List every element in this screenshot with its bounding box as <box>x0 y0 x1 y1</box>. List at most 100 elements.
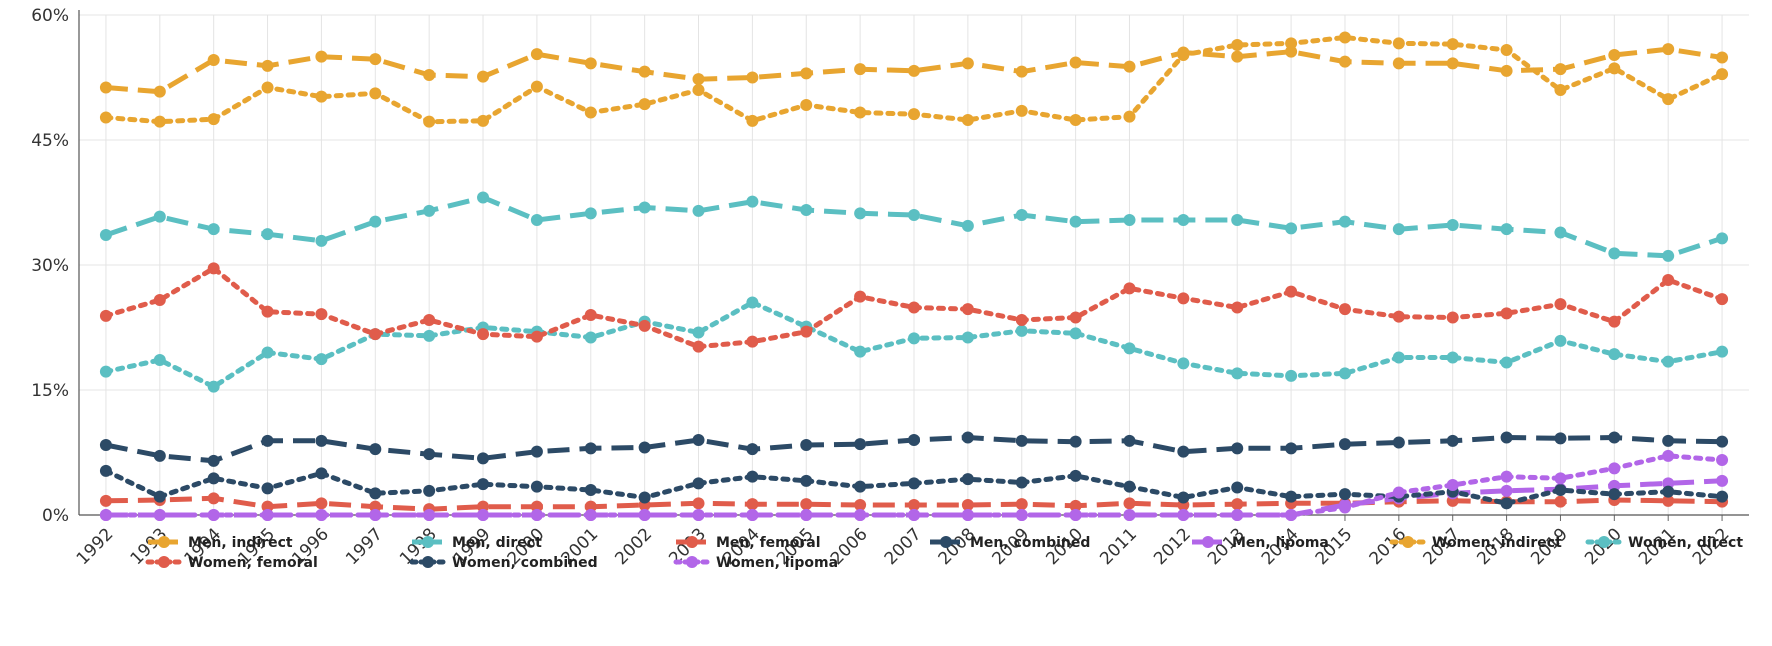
data-point <box>746 114 759 127</box>
y-tick-label: 30% <box>31 256 69 276</box>
data-point <box>1285 509 1298 521</box>
data-point <box>638 319 651 332</box>
data-point <box>1554 226 1567 239</box>
data-point <box>261 81 274 94</box>
x-tick-label: 2016 <box>1366 524 1411 569</box>
data-point <box>1015 65 1028 78</box>
data-point <box>584 331 597 344</box>
data-point <box>315 353 328 366</box>
data-point <box>961 509 974 521</box>
legend-swatch-marker <box>1598 536 1610 548</box>
data-point <box>1338 501 1351 514</box>
data-point <box>1500 223 1513 236</box>
data-point <box>692 326 705 339</box>
data-point <box>207 113 220 126</box>
data-point <box>1662 449 1675 462</box>
data-point <box>1554 472 1567 485</box>
data-point <box>1231 50 1244 63</box>
data-point <box>908 108 920 121</box>
data-point <box>1500 431 1513 444</box>
data-point <box>1177 214 1190 226</box>
data-point <box>1123 342 1136 355</box>
data-point <box>1177 292 1190 305</box>
data-point <box>961 473 974 486</box>
data-point <box>584 57 597 70</box>
x-tick-label: 1992 <box>73 524 118 569</box>
data-point <box>1177 357 1190 370</box>
data-point <box>1123 110 1136 123</box>
series-women-combined <box>99 464 1729 510</box>
data-point <box>1177 509 1190 521</box>
data-point <box>99 365 112 378</box>
data-point <box>99 229 112 241</box>
data-point <box>1338 303 1351 316</box>
data-point <box>530 445 543 458</box>
data-point <box>692 84 705 96</box>
data-point <box>746 195 759 208</box>
data-point <box>1069 509 1082 521</box>
data-point <box>261 305 274 318</box>
legend-item: Men, direct <box>412 535 542 551</box>
data-point <box>908 477 920 490</box>
data-point <box>1392 223 1405 236</box>
data-point <box>1231 214 1244 226</box>
data-point <box>207 380 220 393</box>
legend-label: Men, lipoma <box>1232 535 1329 551</box>
series-men-direct <box>99 191 1729 262</box>
data-point <box>854 63 867 76</box>
data-point <box>1069 435 1082 448</box>
data-point <box>1446 351 1459 364</box>
data-point <box>854 480 867 493</box>
data-point <box>584 500 597 513</box>
data-point <box>423 329 436 342</box>
data-point <box>315 234 328 247</box>
data-point <box>908 332 920 345</box>
data-point <box>1500 356 1513 369</box>
data-point <box>1716 490 1729 503</box>
data-point <box>315 434 328 447</box>
data-point <box>1015 476 1028 489</box>
data-point <box>207 54 220 66</box>
y-axis-tick-labels: 0% 15% 30% 45% 60% <box>31 6 69 526</box>
data-point <box>638 98 651 111</box>
legend-item: Men, combined <box>930 535 1090 551</box>
data-point <box>1716 474 1729 487</box>
data-point <box>584 509 597 521</box>
data-point <box>1069 114 1082 126</box>
data-point <box>1069 56 1082 69</box>
data-point <box>800 509 813 521</box>
data-point <box>800 439 813 451</box>
data-point <box>369 500 382 513</box>
data-point <box>800 204 813 216</box>
data-point <box>369 487 382 500</box>
data-point <box>1285 285 1298 298</box>
data-point <box>1123 434 1136 447</box>
data-point <box>1231 481 1244 494</box>
data-point <box>1015 324 1028 337</box>
series-men-combined <box>99 431 1729 467</box>
data-point <box>1608 348 1621 361</box>
data-point <box>1500 470 1513 483</box>
data-point <box>261 434 274 447</box>
data-point <box>638 509 651 521</box>
data-point <box>1662 43 1675 56</box>
legend-swatch-marker <box>686 536 698 548</box>
data-point <box>854 345 867 358</box>
data-point <box>1285 45 1298 58</box>
legend-label: Men, indirect <box>188 535 293 551</box>
data-point <box>315 308 328 321</box>
series-women-indirect <box>99 31 1729 128</box>
data-point <box>692 204 705 217</box>
data-point <box>1177 491 1190 504</box>
data-point <box>1392 486 1405 499</box>
x-tick-label: 1997 <box>342 524 387 569</box>
data-point <box>1554 334 1567 347</box>
data-point <box>530 480 543 493</box>
data-point <box>1500 64 1513 77</box>
data-point <box>746 509 759 521</box>
data-point <box>423 448 436 461</box>
data-point <box>908 509 920 521</box>
data-point <box>1662 477 1675 490</box>
data-point <box>369 87 382 100</box>
y-tick-label: 15% <box>31 381 69 401</box>
